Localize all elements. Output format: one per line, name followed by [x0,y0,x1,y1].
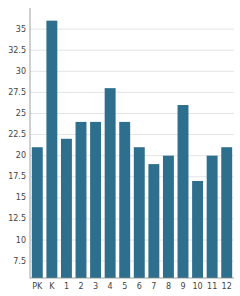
y-tick-label: 22.5 [8,130,26,139]
x-tick-label: 6 [137,282,142,291]
bar [61,139,72,278]
x-tick-label: PK [32,282,43,291]
grid-line [30,134,234,135]
bar [32,147,43,278]
x-tick-label: 8 [166,282,171,291]
y-tick-label: 12.5 [8,214,26,223]
chart: 7.51012.51517.52022.52527.53032.535PKK12… [0,0,240,296]
x-tick-label: K [49,282,55,291]
grid-line [30,50,234,51]
grid [30,29,234,261]
bar [76,122,87,278]
x-ticks: PKK123456789101112 [32,282,232,291]
x-tick-label: 2 [78,282,83,291]
bar [105,88,116,278]
y-tick-label: 27.5 [8,88,26,97]
x-tick-label: 11 [207,282,217,291]
x-tick-label: 3 [93,282,98,291]
bar [178,105,189,278]
grid-line [30,155,234,156]
grid-line [30,29,234,30]
grid-line [30,92,234,93]
y-tick-label: 32.5 [8,46,26,55]
x-tick-label: 1 [64,282,69,291]
y-tick-label: 25 [16,109,26,118]
y-ticks: 7.5 10 12.5 15 17.5 20 22.5 25 27.5 30 32.5 35 [8,25,26,266]
y-axis-line [30,8,31,278]
x-tick-label: 10 [192,282,202,291]
bar [163,156,174,278]
bars [32,21,232,278]
bar [90,122,101,278]
x-axis-line [30,278,234,279]
x-tick-label: 7 [151,282,156,291]
bar [46,21,57,278]
y-tick-label: 30 [16,67,26,76]
bar [148,164,159,278]
x-tick-label: 12 [222,282,232,291]
grid-line [30,113,234,114]
bar [134,147,145,278]
bar [119,122,130,278]
x-tick-label: 4 [108,282,113,291]
y-tick-label: 10 [16,236,26,245]
bar [207,156,218,278]
x-tick-label: 5 [122,282,127,291]
y-tick-label: 20 [16,151,26,160]
chart-container: 7.51012.51517.52022.52527.53032.535PKK12… [0,0,240,296]
y-tick-label: 15 [16,193,26,202]
y-tick-label: 7.5 [13,257,26,266]
grid-line [30,240,234,241]
grid-line [30,261,234,262]
bar [192,181,203,278]
grid-line [30,71,234,72]
bar [221,147,232,278]
grid-line [30,197,234,198]
grid-line [30,176,234,177]
y-tick-label: 17.5 [8,172,26,181]
y-tick-label: 35 [16,25,26,34]
x-tick-label: 9 [180,282,185,291]
grid-line [30,218,234,219]
